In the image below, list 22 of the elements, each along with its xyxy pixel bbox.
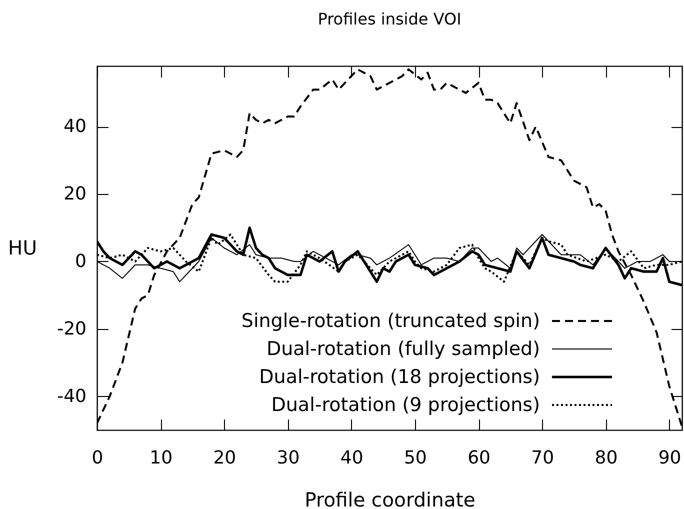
x-tick-label: 10 <box>150 448 173 468</box>
y-axis-title: HU <box>8 236 37 260</box>
y-tick-label: -20 <box>57 318 86 340</box>
legend-label: Dual-rotation (9 projections) <box>271 394 540 416</box>
y-tick-label: 40 <box>64 116 86 138</box>
y-tick-label: 20 <box>64 184 86 205</box>
x-tick-label: 90 <box>658 448 682 468</box>
x-axis-title: Profile coordinate <box>304 488 476 509</box>
x-tick-label: 20 <box>213 448 236 468</box>
chart-title: Profiles inside VOI <box>318 10 462 28</box>
x-tick-label: 40 <box>340 448 364 468</box>
y-tick-label: 0 <box>75 250 86 272</box>
x-tick-label: 80 <box>594 448 618 468</box>
x-tick-label: 30 <box>276 448 300 468</box>
x-tick-label: 0 <box>92 448 104 468</box>
legend-label: Dual-rotation (fully sampled) <box>266 338 540 360</box>
x-tick-label: 50 <box>404 448 427 468</box>
x-tick-label: 70 <box>531 448 554 468</box>
y-tick-label: -40 <box>57 386 86 407</box>
x-tick-label: 60 <box>468 448 490 468</box>
legend-label: Dual-rotation (18 projections) <box>259 366 540 388</box>
legend-label: Single-rotation (truncated spin) <box>241 310 540 332</box>
